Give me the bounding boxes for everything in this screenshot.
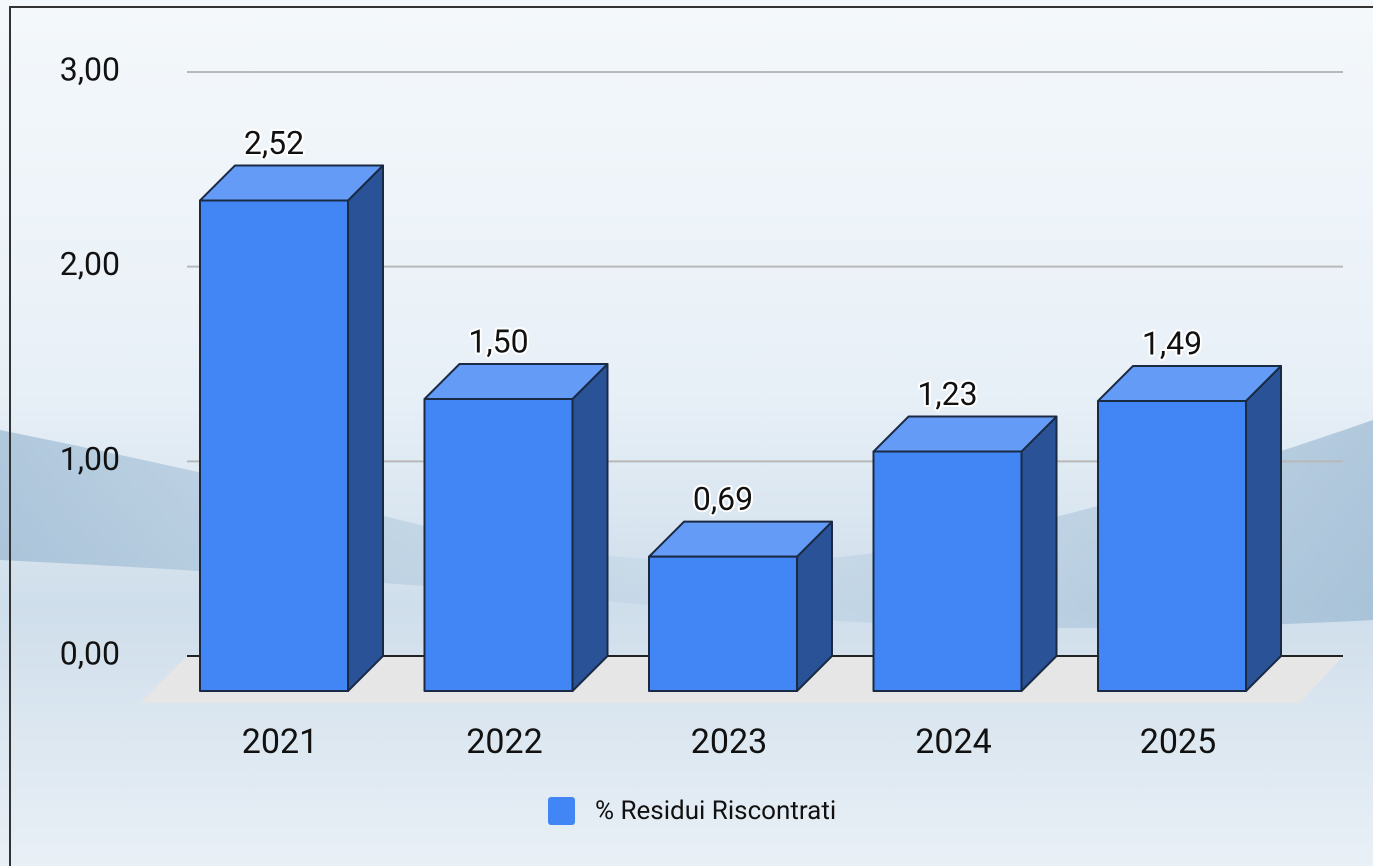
x-tick-label: 2022: [466, 722, 542, 762]
x-tick-label: 2024: [915, 722, 991, 762]
bar: [874, 452, 1022, 691]
x-tick-label: 2023: [691, 722, 767, 762]
bar: [200, 200, 348, 691]
page: {"chart_data": {"type": "bar3d", "catego…: [0, 0, 1373, 866]
chart: 0,00 1,00 2,00 3,00 2,52 2021 1,50 2022 0,69 2023…: [0, 0, 1373, 866]
bar-side: [1022, 417, 1057, 691]
bar: [649, 557, 797, 691]
y-tick-label: 2,00: [60, 245, 120, 283]
legend-label: % Residui Riscontrati: [595, 796, 836, 826]
value-label: 1,49: [1142, 324, 1202, 362]
y-tick-label: 0,00: [60, 634, 120, 672]
bar-side: [1246, 366, 1281, 691]
y-tick-label: 3,00: [60, 50, 120, 88]
bar-side: [573, 364, 608, 691]
bar: [425, 399, 573, 691]
legend-swatch: [548, 797, 575, 825]
x-tick-label: 2021: [242, 722, 318, 762]
value-label: 0,69: [693, 480, 753, 518]
value-label: 2,52: [244, 124, 304, 162]
bar: [1098, 401, 1246, 691]
y-tick-label: 1,00: [60, 440, 120, 478]
value-label: 1,23: [917, 375, 977, 413]
value-label: 1,50: [468, 322, 528, 360]
x-tick-label: 2025: [1140, 722, 1216, 762]
bar-side: [348, 165, 383, 691]
